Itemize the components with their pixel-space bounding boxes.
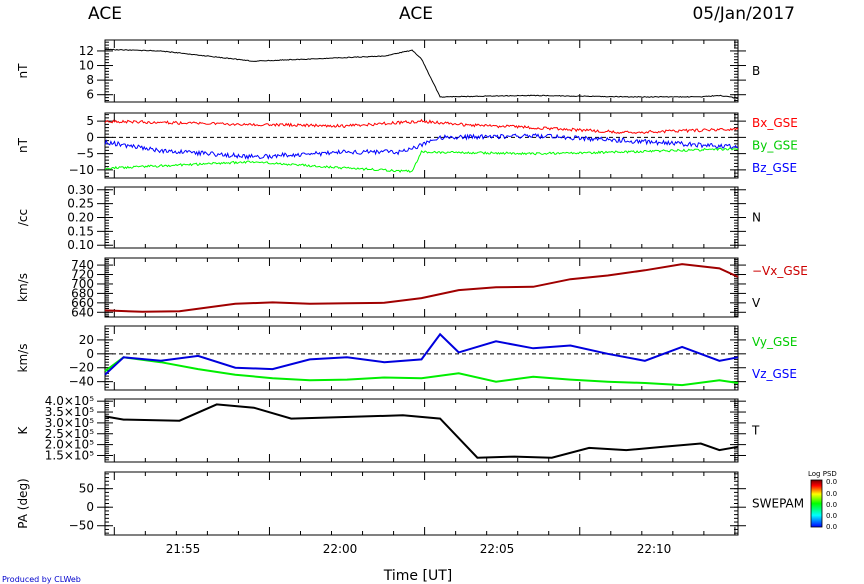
- series-line-bx-gse: [104, 118, 739, 135]
- y-tick-label: −50: [69, 519, 94, 533]
- y-tick-label: 10: [79, 59, 94, 73]
- y-tick-label: −20: [69, 361, 94, 375]
- y-tick-label: 12: [79, 44, 94, 58]
- series-label: T: [751, 424, 760, 438]
- series-label: −Vx_GSE: [752, 264, 808, 278]
- y-tick-label: 50: [79, 482, 94, 496]
- y-tick-label: 3.0×10⁵: [45, 416, 94, 430]
- y-tick-label: 0: [86, 130, 94, 144]
- y-tick-label: 0.30: [67, 183, 94, 197]
- series-label: Vy_GSE: [752, 335, 798, 349]
- y-tick-label: 660: [71, 296, 94, 310]
- series-line-t: [104, 403, 739, 459]
- colorbar-tick-label: 0.0: [826, 512, 837, 520]
- y-tick-label: −10: [69, 163, 94, 177]
- series-label: Bx_GSE: [752, 116, 798, 130]
- series-label: N: [752, 211, 761, 225]
- colorbar-title: Log PSD: [808, 470, 837, 478]
- y-tick-label: 740: [71, 258, 94, 272]
- colorbar-tick-label: 0.0: [826, 501, 837, 509]
- y-tick-label: 1.5×10⁵: [45, 448, 94, 462]
- colorbar-gradient: [810, 479, 823, 528]
- panel-frame: [104, 471, 739, 536]
- y-tick-label: 0.25: [67, 197, 94, 211]
- y-axis-label: nT: [16, 137, 30, 153]
- y-tick-label: 0.10: [67, 238, 94, 252]
- panel-frame: [104, 112, 739, 179]
- y-tick-label: 720: [71, 268, 94, 282]
- y-tick-label: 2.5×10⁵: [45, 427, 94, 441]
- x-axis-tick-labels: 21:55 22:00 22:05 22:10: [166, 542, 672, 556]
- y-tick-label: 8: [86, 73, 94, 87]
- header-date-label: 05/Jan/2017: [692, 4, 795, 24]
- y-axis-label: nT: [16, 63, 30, 79]
- produced-by-credit: Produced by CLWeb: [2, 575, 81, 584]
- y-tick-label: 0: [86, 347, 94, 361]
- y-tick-label: 20: [79, 333, 94, 347]
- series-label: B: [752, 64, 760, 78]
- y-tick-label: 0: [86, 500, 94, 514]
- x-axis-title: Time [UT]: [383, 568, 452, 584]
- panel-frame: [104, 186, 739, 249]
- y-tick-label: 6: [86, 88, 94, 102]
- colorbar-tick-label: 0.0: [826, 478, 837, 486]
- y-tick-label: 3.5×10⁵: [45, 405, 94, 419]
- series-line-b: [104, 48, 738, 99]
- y-tick-label: 640: [71, 305, 94, 319]
- header-left-label: ACE: [88, 4, 122, 24]
- y-axis-label: /cc: [16, 209, 30, 226]
- series-label: By_GSE: [752, 139, 798, 153]
- y-tick-label: 700: [71, 277, 94, 291]
- series-label: Vz_GSE: [752, 367, 797, 381]
- y-tick-label: −5: [76, 147, 94, 161]
- series-line-vy-gse: [104, 356, 739, 387]
- y-axis-label: km/s: [16, 344, 30, 373]
- x-tick-label: 21:55: [166, 542, 201, 556]
- series-label: SWEPAM: [752, 497, 804, 511]
- y-tick-label: 680: [71, 286, 94, 300]
- series-line-bz-gse: [104, 133, 739, 161]
- y-tick-label: 5: [86, 114, 94, 128]
- x-tick-label: 22:05: [480, 542, 515, 556]
- y-tick-label: 2.0×10⁵: [45, 438, 94, 452]
- y-axis-label: km/s: [16, 273, 30, 302]
- panel-3: 0.100.150.200.250.30/cc N: [16, 183, 761, 252]
- panel-2: −10 −5 0 5 nT Bx_GSE By_GSE Bz_GSE: [16, 112, 798, 179]
- panel-6: 1.5×10⁵2.0×10⁵2.5×10⁵3.0×10⁵3.5×10⁵4.0×1…: [16, 394, 760, 463]
- series-label: V: [752, 296, 761, 310]
- series-line-vz-gse: [104, 332, 739, 376]
- header-center-label: ACE: [399, 4, 433, 24]
- panel-frame: [104, 398, 739, 463]
- y-tick-label: 0.15: [67, 224, 94, 238]
- colorbar-tick-label: 0.0: [826, 490, 837, 498]
- x-tick-label: 22:10: [637, 542, 672, 556]
- series-line--vx-gse: [104, 263, 739, 313]
- y-axis-label: PA (deg): [16, 478, 30, 528]
- panel-7: −50 0 50 PA (deg) SWEPAM: [16, 471, 804, 536]
- colorbar-tick-label: 0.0: [826, 523, 837, 531]
- y-tick-label: −40: [69, 375, 94, 389]
- y-tick-label: 0.20: [67, 211, 94, 225]
- panel-frame: [104, 39, 739, 103]
- colorbar: Log PSD 0.0 0.0 0.0 0.0 0.0: [808, 470, 837, 531]
- series-line-by-gse: [104, 147, 739, 173]
- x-tick-label: 22:00: [323, 542, 358, 556]
- y-tick-label: 4.0×10⁵: [45, 394, 94, 408]
- y-axis-label: K: [16, 425, 30, 434]
- series-label: Bz_GSE: [752, 161, 797, 175]
